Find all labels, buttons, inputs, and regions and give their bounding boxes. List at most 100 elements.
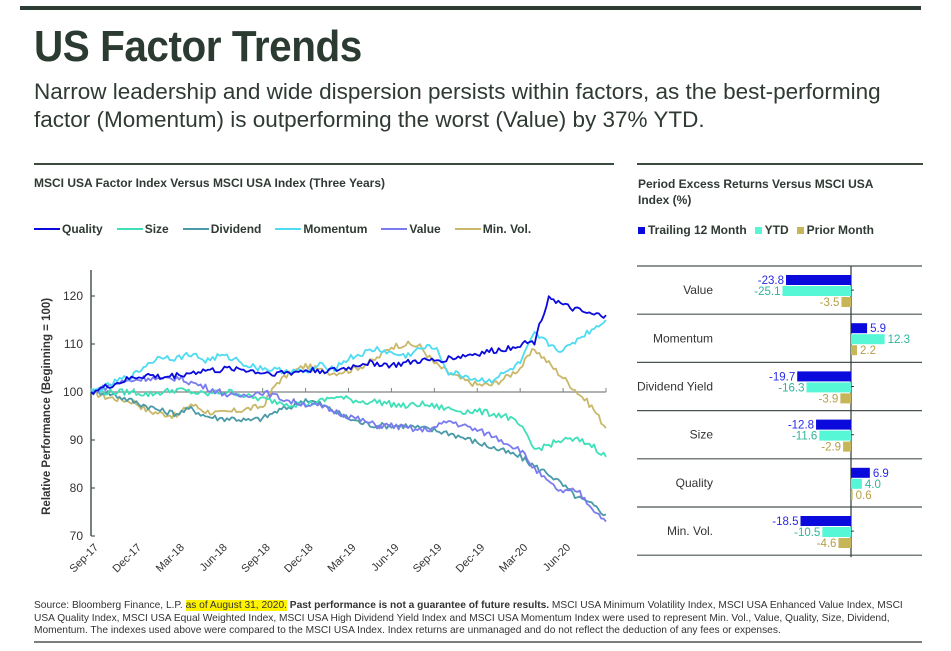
legend-swatch	[275, 228, 302, 230]
legend-item-ytd: YTD	[754, 223, 789, 237]
right-chart-rule	[637, 163, 923, 165]
bar-chart-legend: Trailing 12 Month YTD Prior Month	[638, 223, 882, 237]
footnote-source: Source: Bloomberg Finance, L.P.	[34, 600, 186, 611]
data-label-prior-month: 2.2	[860, 345, 876, 357]
x-tick-label: Jun-18	[198, 542, 230, 574]
footnote-body: MSCI USA Minimum Volatility Index, MSCI …	[34, 600, 903, 637]
x-tick-label: Sep-18	[239, 542, 273, 576]
series-line-size	[90, 387, 607, 458]
legend-label: Prior Month	[806, 223, 874, 237]
bar-prior-month	[840, 393, 851, 404]
legend-swatch	[34, 228, 60, 230]
x-tick-label: Dec-19	[454, 542, 488, 576]
bar-trailing-12-month	[851, 323, 868, 334]
bar-prior-month	[843, 441, 851, 452]
footnote-date-highlight: as of August 31, 2020.	[185, 600, 287, 611]
bar-ytd	[806, 382, 851, 393]
bar-chart-title: Period Excess Returns Versus MSCI USA In…	[638, 177, 873, 207]
category-label: Size	[690, 428, 714, 442]
category-label: Quality	[676, 476, 713, 490]
y-tick-label: 90	[70, 433, 84, 447]
legend-swatch	[796, 226, 804, 234]
legend-item-momentum: Momentum	[275, 222, 367, 236]
legend-swatch	[754, 226, 762, 234]
legend-label: Size	[144, 222, 169, 236]
data-label-prior-month: -2.9	[821, 442, 841, 454]
legend-item-size: Size	[116, 222, 169, 236]
x-tick-label: Jun-20	[541, 542, 573, 574]
bar-ytd	[822, 527, 851, 537]
legend-label: Dividend	[210, 222, 262, 236]
data-label-ytd: 12.3	[888, 334, 910, 346]
legend-label: Value	[409, 222, 441, 236]
x-tick-label: Sep-19	[411, 542, 445, 576]
bar-ytd	[851, 478, 862, 489]
legend-label: YTD	[764, 223, 789, 237]
bottom-rule	[34, 641, 922, 643]
x-tick-label: Dec-18	[282, 542, 316, 576]
legend-item-min-vol: Min. Vol.	[454, 222, 532, 236]
data-label-trailing-12-month: 5.9	[870, 323, 886, 335]
data-label-trailing-12-month: -23.8	[758, 275, 784, 287]
y-tick-label: 80	[70, 481, 84, 495]
bar-trailing-12-month	[816, 419, 851, 430]
x-tick-label: Mar-19	[325, 542, 358, 575]
x-tick-label: Jun-19	[369, 542, 401, 574]
bar-prior-month	[851, 345, 858, 356]
data-label-ytd: -10.5	[794, 527, 820, 539]
bar-ytd	[782, 286, 851, 296]
series-line-min-vol	[90, 340, 607, 429]
legend-swatch	[182, 228, 209, 230]
footnote: Source: Bloomberg Finance, L.P. as of Au…	[34, 600, 924, 638]
legend-swatch	[638, 226, 645, 234]
line-chart: 70 80 90 100 110 120 Relative Performance (Beg…	[41, 270, 607, 576]
line-chart-legend: Quality Size Dividend Momentum Value Min. Vol…	[34, 222, 545, 236]
line-chart-title: MSCI USA Factor Index Versus MSCI USA In…	[34, 176, 385, 190]
page-title: US Factor Trends	[34, 22, 362, 71]
series-line-dividend	[90, 388, 607, 517]
legend-label: Min. Vol.	[482, 222, 532, 236]
data-label-trailing-12-month: 6.9	[873, 468, 889, 480]
bar-prior-month	[851, 489, 853, 500]
data-label-trailing-12-month: -19.7	[769, 371, 795, 383]
data-label-prior-month: 0.6	[856, 490, 872, 502]
series-line-momentum	[90, 319, 607, 393]
data-label-ytd: -25.1	[754, 286, 780, 298]
bar-trailing-12-month	[800, 516, 851, 526]
legend-item-quality: Quality	[34, 222, 103, 236]
category-label: Value	[683, 283, 713, 297]
category-label: Min. Vol.	[667, 524, 713, 538]
data-label-ytd: 4.0	[865, 479, 881, 491]
legend-item-dividend: Dividend	[182, 222, 262, 236]
category-label: Momentum	[653, 331, 713, 345]
y-tick-label: 120	[63, 289, 83, 303]
legend-label: Trailing 12 Month	[648, 223, 747, 237]
bar-chart: Value -23.8-25.1 -3.5 Momentum 5.912.3 2.2 Div…	[637, 265, 922, 558]
left-chart-rule	[34, 163, 614, 165]
y-tick-label: 100	[63, 385, 83, 399]
x-tick-label: Dec-17	[110, 542, 144, 576]
data-label-ytd: -11.6	[792, 431, 817, 443]
series-line-value	[90, 375, 607, 523]
bar-prior-month	[841, 297, 851, 307]
page-subtitle: Narrow leadership and wide dispersion pe…	[34, 79, 881, 132]
bar-trailing-12-month	[786, 275, 851, 285]
legend-label: Momentum	[303, 222, 368, 236]
x-tick-label: Sep-17	[68, 542, 102, 576]
x-tick-label: Mar-18	[154, 542, 187, 575]
bar-trailing-12-month	[797, 371, 851, 382]
legend-item-prior-month: Prior Month	[796, 223, 874, 237]
y-axis-label: Relative Performance (Beginning = 100)	[41, 298, 53, 515]
legend-swatch	[454, 228, 481, 230]
x-tick-label: Mar-20	[497, 542, 530, 575]
data-label-ytd: -16.3	[778, 382, 804, 394]
y-tick-label: 110	[64, 337, 83, 351]
bar-prior-month	[838, 538, 851, 548]
bar-trailing-12-month	[851, 467, 870, 478]
legend-item-trailing-12-month: Trailing 12 Month	[638, 223, 747, 237]
bar-ytd	[851, 334, 885, 345]
legend-swatch	[116, 228, 143, 230]
data-label-prior-month: -3.5	[820, 297, 840, 309]
top-rule	[20, 6, 921, 10]
data-label-prior-month: -3.9	[819, 393, 839, 405]
